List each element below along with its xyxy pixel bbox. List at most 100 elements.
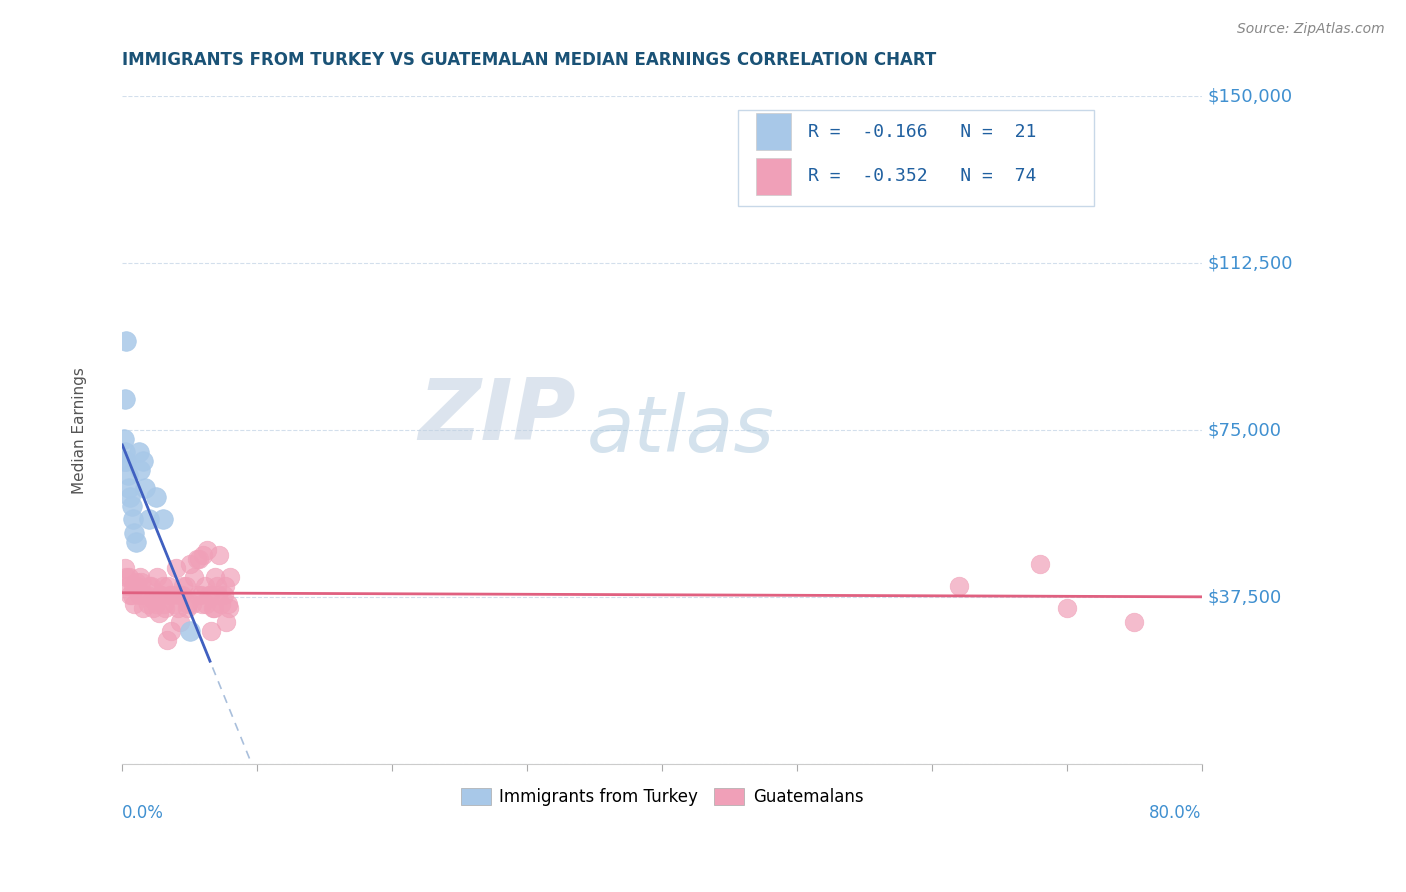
Point	[172, 579, 194, 593]
Point	[212, 588, 235, 602]
Point	[120, 490, 142, 504]
Text: IMMIGRANTS FROM TURKEY VS GUATEMALAN MEDIAN EARNINGS CORRELATION CHART: IMMIGRANTS FROM TURKEY VS GUATEMALAN MED…	[122, 52, 936, 70]
Point	[114, 392, 136, 406]
Point	[124, 597, 146, 611]
Legend: Immigrants from Turkey, Guatemalans: Immigrants from Turkey, Guatemalans	[454, 781, 870, 813]
Point	[146, 570, 169, 584]
Point	[152, 512, 174, 526]
Point	[167, 588, 190, 602]
Point	[128, 570, 150, 584]
Point	[162, 588, 184, 602]
Point	[153, 597, 176, 611]
Point	[125, 534, 148, 549]
Point	[152, 579, 174, 593]
Point	[209, 597, 232, 611]
Point	[145, 490, 167, 504]
Point	[156, 632, 179, 647]
Point	[127, 579, 149, 593]
Point	[948, 579, 970, 593]
Point	[219, 570, 242, 584]
Point	[115, 570, 138, 584]
Point	[188, 552, 211, 566]
Point	[129, 574, 152, 589]
Point	[124, 525, 146, 540]
Point	[165, 561, 187, 575]
Point	[217, 597, 239, 611]
Point	[138, 579, 160, 593]
Point	[120, 588, 142, 602]
Point	[125, 574, 148, 589]
Point	[138, 512, 160, 526]
Point	[162, 597, 184, 611]
Text: atlas: atlas	[586, 392, 775, 468]
Point	[214, 579, 236, 593]
Point	[117, 467, 139, 482]
Point	[121, 588, 143, 602]
Point	[118, 481, 141, 495]
Point	[181, 597, 204, 611]
Point	[139, 579, 162, 593]
Point	[141, 592, 163, 607]
Point	[195, 543, 218, 558]
Point	[177, 597, 200, 611]
Point	[114, 561, 136, 575]
Point	[202, 601, 225, 615]
Point	[131, 601, 153, 615]
Point	[157, 579, 180, 593]
Point	[145, 597, 167, 611]
Point	[187, 588, 209, 602]
Point	[132, 588, 155, 602]
Text: $75,000: $75,000	[1206, 421, 1281, 439]
Text: $112,500: $112,500	[1206, 254, 1292, 272]
Point	[170, 588, 193, 602]
Point	[128, 463, 150, 477]
Point	[198, 588, 221, 602]
Point	[1123, 615, 1146, 629]
Point	[190, 588, 212, 602]
Point	[204, 570, 226, 584]
FancyBboxPatch shape	[756, 113, 792, 150]
Text: R =  -0.166   N =  21: R = -0.166 N = 21	[807, 122, 1036, 141]
Text: R =  -0.352   N =  74: R = -0.352 N = 74	[807, 168, 1036, 186]
Text: Median Earnings: Median Earnings	[72, 367, 87, 493]
Point	[149, 588, 172, 602]
Point	[186, 552, 208, 566]
Point	[135, 588, 157, 602]
Point	[200, 624, 222, 638]
Point	[122, 579, 145, 593]
Point	[136, 597, 159, 611]
Point	[215, 615, 238, 629]
Point	[176, 601, 198, 615]
Point	[112, 432, 135, 446]
Point	[194, 579, 217, 593]
Point	[122, 512, 145, 526]
FancyBboxPatch shape	[756, 158, 792, 194]
Point	[218, 601, 240, 615]
Point	[131, 454, 153, 468]
Point	[169, 615, 191, 629]
Text: 0.0%: 0.0%	[122, 805, 165, 822]
Point	[193, 548, 215, 562]
Point	[179, 557, 201, 571]
Point	[128, 588, 150, 602]
Point	[174, 579, 197, 593]
Point	[128, 445, 150, 459]
Point	[201, 601, 224, 615]
Text: 80.0%: 80.0%	[1149, 805, 1202, 822]
Point	[115, 454, 138, 468]
FancyBboxPatch shape	[738, 110, 1094, 206]
Point	[159, 588, 181, 602]
Text: Source: ZipAtlas.com: Source: ZipAtlas.com	[1237, 22, 1385, 37]
Point	[150, 588, 173, 602]
Point	[112, 454, 135, 468]
Point	[205, 579, 228, 593]
Point	[179, 624, 201, 638]
Point	[134, 481, 156, 495]
Point	[191, 597, 214, 611]
Point	[121, 499, 143, 513]
Point	[183, 570, 205, 584]
Point	[118, 570, 141, 584]
Text: ZIP: ZIP	[418, 376, 575, 458]
Text: $37,500: $37,500	[1206, 588, 1281, 607]
Point	[148, 606, 170, 620]
